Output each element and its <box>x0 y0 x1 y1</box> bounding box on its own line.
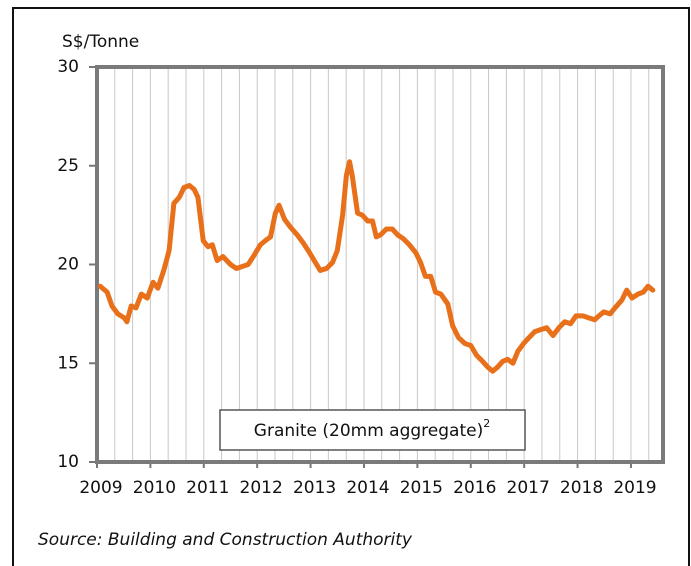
legend-note: 2 <box>483 417 490 430</box>
x-tick-label: 2015 <box>400 478 443 498</box>
legend-label: Granite (20mm aggregate)2 <box>254 417 490 441</box>
x-tick-label: 2017 <box>507 478 550 498</box>
frame <box>12 7 690 566</box>
x-tick-label: 2019 <box>613 478 656 498</box>
y-tick-label: 15 <box>57 353 79 373</box>
y-axis-label: S$/Tonne <box>62 32 139 52</box>
legend-name: Granite (20mm aggregate) <box>254 421 483 441</box>
x-tick-label: 2014 <box>346 478 389 498</box>
x-tick-label: 2016 <box>453 478 496 498</box>
source: Source: Building and Construction Author… <box>38 530 413 550</box>
grid <box>89 66 650 468</box>
x-tick-label: 2009 <box>79 478 122 498</box>
y-tick-label: 10 <box>57 452 79 472</box>
plot: Granite (20mm aggregate)2 <box>95 65 665 464</box>
series-line <box>97 159 656 374</box>
plot-border <box>95 65 665 464</box>
x-tick-label: 2011 <box>186 478 229 498</box>
x-tick-label: 2010 <box>133 478 176 498</box>
legend-box <box>219 409 526 451</box>
y-tick-label: 20 <box>57 255 79 275</box>
x-tick-label: 2018 <box>560 478 603 498</box>
x-tick-label: 2012 <box>240 478 283 498</box>
y-tick-label: 30 <box>57 57 79 77</box>
x-tick-label: 2013 <box>293 478 336 498</box>
y-tick-label: 25 <box>57 156 79 176</box>
